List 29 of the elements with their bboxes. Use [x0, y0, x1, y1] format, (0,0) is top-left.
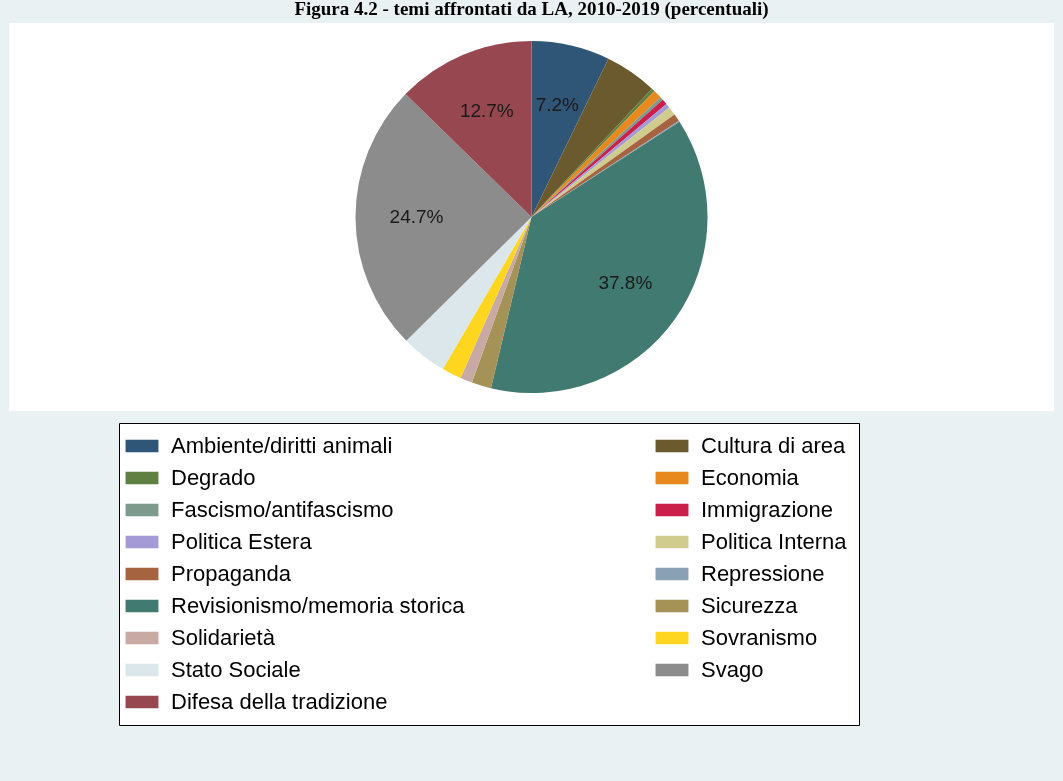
legend-label: Ambiente/diritti animali: [171, 433, 393, 458]
legend-label: Difesa della tradizione: [171, 689, 388, 714]
data-label: 7.2%: [535, 93, 580, 115]
pie-slice: [355, 94, 532, 341]
legend-label: Politica Interna: [701, 529, 848, 554]
pie-slice: [442, 217, 532, 379]
legend-label: Immigrazione: [701, 497, 834, 522]
legend-label: Economia: [701, 465, 800, 490]
legend-label: Propaganda: [171, 561, 292, 586]
legend-label: Revisionismo/memoria storica: [171, 593, 466, 618]
legend-label: Repressione: [701, 561, 825, 586]
legend-label: Cultura di area: [701, 433, 847, 458]
legend-label: Sovranismo: [701, 625, 818, 650]
chart-title: Figura 4.2 - temi affrontati da LA, 2010-2019 (percentuali): [294, 0, 769, 20]
legend-label: Politica Estera: [171, 529, 313, 554]
legend-label: Degrado: [171, 465, 256, 490]
pie-slice: [460, 217, 532, 383]
pie-slice: [490, 121, 708, 393]
legend-label: Solidarietà: [171, 625, 276, 650]
pie-slice: [531, 41, 609, 217]
data-label: 12.7%: [459, 100, 514, 122]
data-label: 37.8%: [598, 272, 653, 294]
legend-label: Stato Sociale: [171, 657, 301, 682]
data-label: 24.7%: [389, 206, 444, 228]
legend-label: Svago: [701, 657, 764, 682]
legend-label: Sicurezza: [701, 593, 799, 618]
pie-slice: [531, 58, 652, 217]
pie-slice: [471, 217, 532, 389]
legend-label: Fascismo/antifascismo: [171, 497, 394, 522]
